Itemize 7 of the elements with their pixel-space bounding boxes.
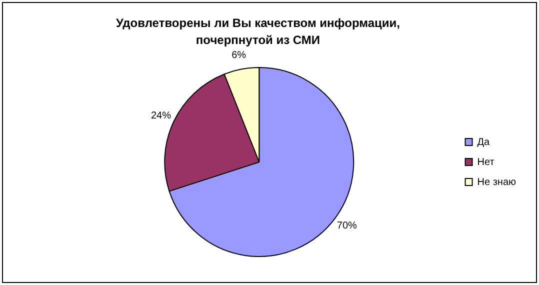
chart-title: Удовлетворены ли Вы качеством информации, почерпнутой из СМИ [114,15,402,49]
legend-label: Да [477,136,490,148]
legend-label: Не знаю [477,176,516,188]
data-label: 70% [336,220,358,232]
data-label: 6% [232,50,246,62]
data-label: 24% [150,110,172,122]
legend-label: Нет [477,156,495,168]
